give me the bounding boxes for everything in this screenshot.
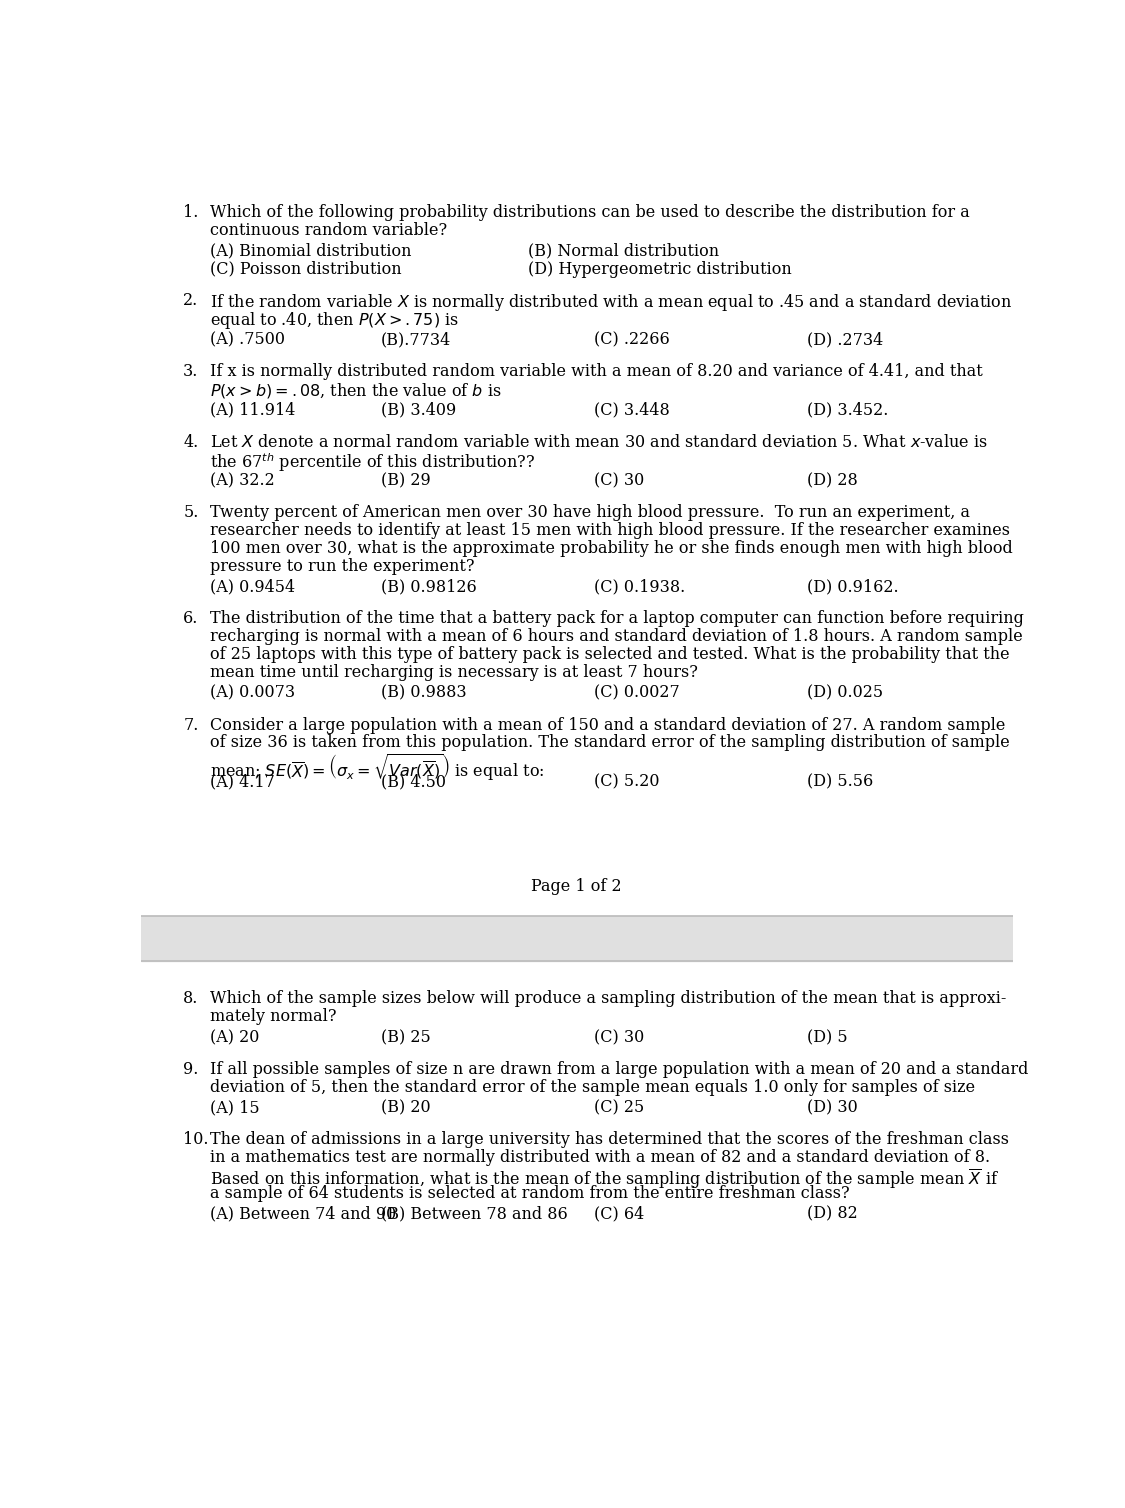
Text: (C) .2266: (C) .2266 (594, 332, 669, 348)
Text: (B) 0.9883: (B) 0.9883 (381, 685, 467, 701)
Text: (C) 3.448: (C) 3.448 (594, 401, 669, 419)
Text: 10.: 10. (183, 1131, 209, 1148)
Text: (A) Binomial distribution: (A) Binomial distribution (210, 243, 412, 259)
Text: (B) 20: (B) 20 (381, 1099, 431, 1116)
Text: If the random variable $X$ is normally distributed with a mean equal to .45 and : If the random variable $X$ is normally d… (210, 293, 1013, 314)
Text: (B) 29: (B) 29 (381, 472, 431, 489)
Text: (C) 5.20: (C) 5.20 (594, 774, 659, 790)
Text: Page 1 of 2: Page 1 of 2 (531, 878, 622, 894)
Text: (B) Between 78 and 86: (B) Between 78 and 86 (381, 1206, 568, 1223)
Text: 4.: 4. (183, 433, 198, 451)
Text: mean time until recharging is necessary is at least 7 hours?: mean time until recharging is necessary … (210, 664, 699, 682)
Text: (D) 5.56: (D) 5.56 (807, 774, 873, 790)
Text: 2.: 2. (183, 293, 198, 309)
Text: Based on this information, what is the mean of the sampling distribution of the : Based on this information, what is the m… (210, 1167, 999, 1191)
Text: in a mathematics test are normally distributed with a mean of 82 and a standard : in a mathematics test are normally distr… (210, 1149, 990, 1166)
Text: continuous random variable?: continuous random variable? (210, 222, 448, 238)
Text: (D) .2734: (D) .2734 (807, 332, 883, 348)
Text: (A) 32.2: (A) 32.2 (210, 472, 276, 489)
Text: (C) 25: (C) 25 (594, 1099, 645, 1116)
Text: (C) 0.0027: (C) 0.0027 (594, 685, 680, 701)
Text: (A) 20: (A) 20 (210, 1028, 260, 1047)
Bar (141, 917, 1012, 961)
Text: (A) 0.0073: (A) 0.0073 (210, 685, 296, 701)
Text: (B).7734: (B).7734 (381, 332, 451, 348)
Text: (D) 5: (D) 5 (807, 1028, 848, 1047)
Text: the 67$^{th}$ percentile of this distribution??: the 67$^{th}$ percentile of this distrib… (210, 451, 536, 474)
Text: mately normal?: mately normal? (210, 1007, 336, 1025)
Text: (A) 4.17: (A) 4.17 (210, 774, 276, 790)
Text: (D) 82: (D) 82 (807, 1206, 858, 1223)
Text: (B) 4.50: (B) 4.50 (381, 774, 446, 790)
Text: (D) Hypergeometric distribution: (D) Hypergeometric distribution (528, 261, 792, 277)
Text: $P(x > b) = .08$, then the value of $b$ is: $P(x > b) = .08$, then the value of $b$ … (210, 382, 502, 400)
Text: of size 36 is taken from this population. The standard error of the sampling dis: of size 36 is taken from this population… (210, 734, 1010, 751)
Text: researcher needs to identify at least 15 men with high blood pressure. If the re: researcher needs to identify at least 15… (210, 522, 1010, 538)
Text: 7.: 7. (183, 716, 199, 733)
Text: If all possible samples of size n are drawn from a large population with a mean : If all possible samples of size n are dr… (210, 1060, 1028, 1078)
Text: (B) 3.409: (B) 3.409 (381, 401, 456, 419)
Text: (C) 0.1938.: (C) 0.1938. (594, 579, 685, 596)
Text: (A) .7500: (A) .7500 (210, 332, 286, 348)
Text: (C) Poisson distribution: (C) Poisson distribution (210, 261, 402, 277)
Text: (D) 3.452.: (D) 3.452. (807, 401, 889, 419)
Text: (A) 0.9454: (A) 0.9454 (210, 579, 296, 596)
Text: The dean of admissions in a large university has determined that the scores of t: The dean of admissions in a large univer… (210, 1131, 1009, 1148)
Text: (D) 0.025: (D) 0.025 (807, 685, 883, 701)
Text: (D) 28: (D) 28 (807, 472, 858, 489)
Text: a sample of 64 students is selected at random from the entire freshman class?: a sample of 64 students is selected at r… (210, 1185, 850, 1202)
Text: 3.: 3. (183, 363, 199, 380)
Text: If x is normally distributed random variable with a mean of 8.20 and variance of: If x is normally distributed random vari… (210, 363, 983, 380)
Text: (C) 30: (C) 30 (594, 472, 645, 489)
Text: equal to .40, then $P(X > .75)$ is: equal to .40, then $P(X > .75)$ is (210, 311, 459, 332)
Text: (C) 30: (C) 30 (594, 1028, 645, 1047)
Text: 1.: 1. (183, 204, 199, 222)
Text: Let $X$ denote a normal random variable with mean 30 and standard deviation 5. W: Let $X$ denote a normal random variable … (210, 433, 989, 451)
Text: mean; $SE(\overline{X}) = \left(\sigma_x = \sqrt{Var(\overline{X})}\right)$ is e: mean; $SE(\overline{X}) = \left(\sigma_x… (210, 752, 544, 783)
Text: (A) 11.914: (A) 11.914 (210, 401, 296, 419)
Text: (D) 30: (D) 30 (807, 1099, 858, 1116)
Text: Which of the following probability distributions can be used to describe the dis: Which of the following probability distr… (210, 204, 970, 222)
Text: (D) 0.9162.: (D) 0.9162. (807, 579, 899, 596)
Text: (B) 0.98126: (B) 0.98126 (381, 579, 477, 596)
Text: 8.: 8. (183, 991, 199, 1007)
Text: Which of the sample sizes below will produce a sampling distribution of the mean: Which of the sample sizes below will pro… (210, 991, 1007, 1007)
Text: deviation of 5, then the standard error of the sample mean equals 1.0 only for s: deviation of 5, then the standard error … (210, 1078, 975, 1096)
Text: (B) Normal distribution: (B) Normal distribution (528, 243, 719, 259)
Text: The distribution of the time that a battery pack for a laptop computer can funct: The distribution of the time that a batt… (210, 611, 1024, 627)
Text: (C) 64: (C) 64 (594, 1206, 645, 1223)
Text: recharging is normal with a mean of 6 hours and standard deviation of 1.8 hours.: recharging is normal with a mean of 6 ho… (210, 629, 1023, 645)
Text: pressure to run the experiment?: pressure to run the experiment? (210, 558, 475, 575)
Text: Twenty percent of American men over 30 have high blood pressure.  To run an expe: Twenty percent of American men over 30 h… (210, 504, 971, 522)
Text: (B) 25: (B) 25 (381, 1028, 431, 1047)
Text: Consider a large population with a mean of 150 and a standard deviation of 27. A: Consider a large population with a mean … (210, 716, 1006, 733)
Text: 9.: 9. (183, 1060, 199, 1078)
Text: (A) 15: (A) 15 (210, 1099, 260, 1116)
Text: 5.: 5. (183, 504, 199, 522)
Text: (A) Between 74 and 90: (A) Between 74 and 90 (210, 1206, 397, 1223)
Text: of 25 laptops with this type of battery pack is selected and tested. What is the: of 25 laptops with this type of battery … (210, 645, 1010, 664)
Text: 100 men over 30, what is the approximate probability he or she finds enough men : 100 men over 30, what is the approximate… (210, 540, 1014, 556)
Text: 6.: 6. (183, 611, 199, 627)
